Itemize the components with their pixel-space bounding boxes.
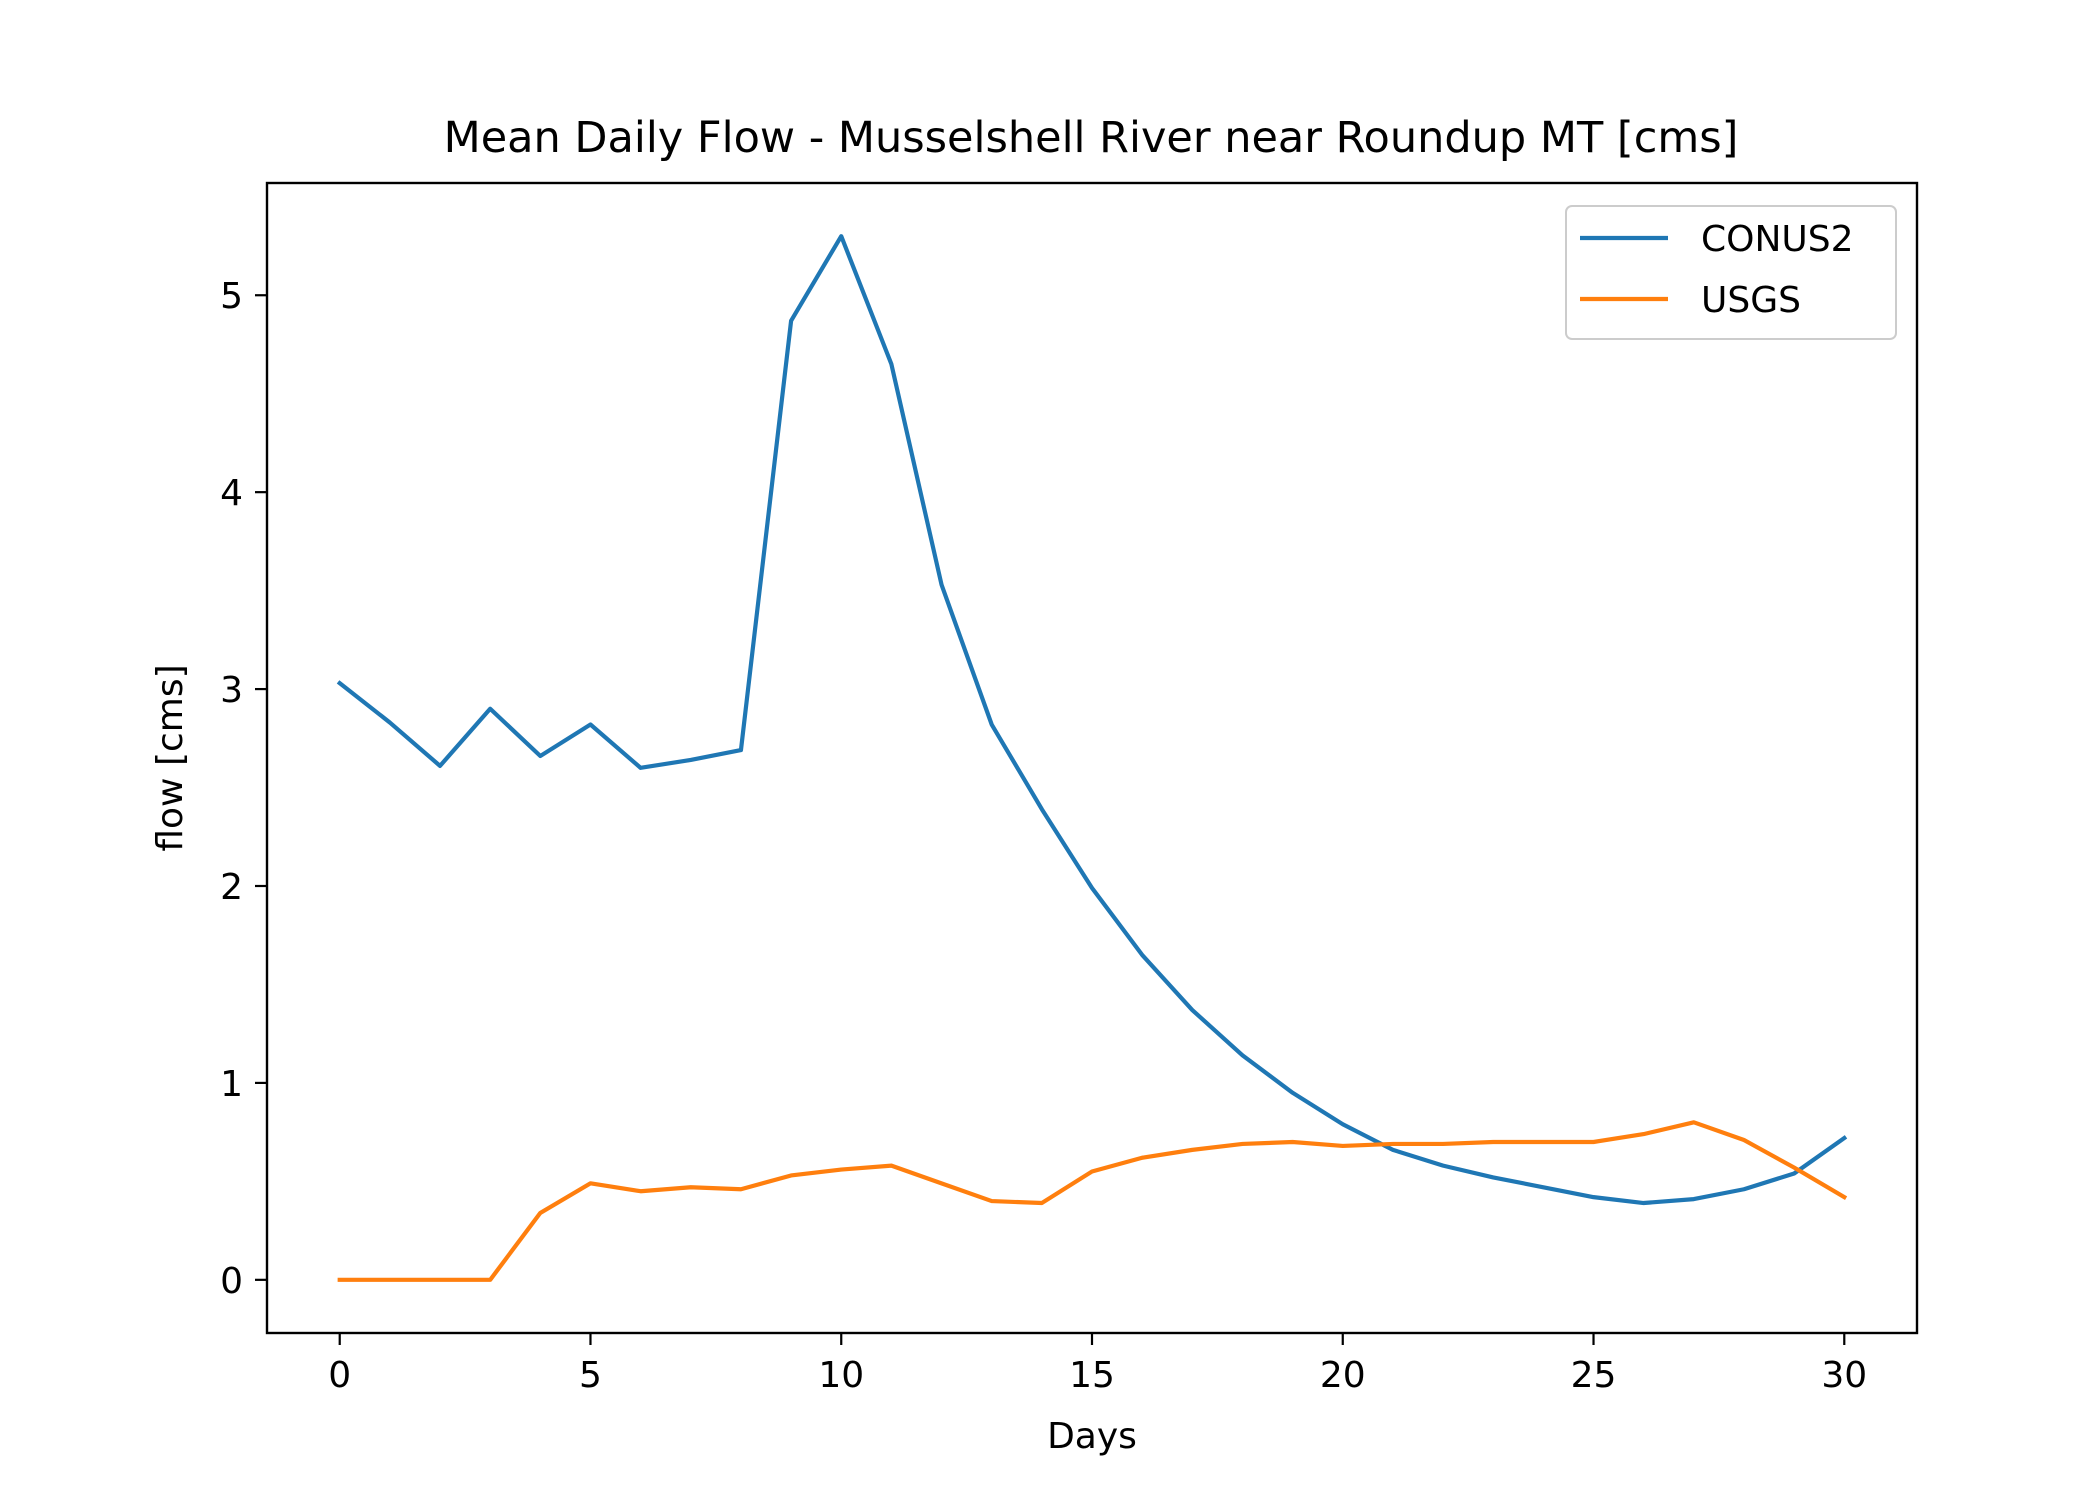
plot-area-frame — [265, 181, 1919, 1335]
x-tick-label: 25 — [1571, 1355, 1617, 1396]
legend-label-usgs: USGS — [1701, 280, 1801, 321]
y-tick-label: 2 — [220, 867, 243, 908]
x-tick-label: 30 — [1821, 1355, 1867, 1396]
y-tick-label: 3 — [220, 670, 243, 711]
x-tick-label: 10 — [818, 1355, 864, 1396]
series-line-conus2 — [336, 234, 1848, 1206]
y-tick-label: 5 — [220, 276, 243, 317]
y-tick-label: 1 — [220, 1064, 243, 1105]
y-tick-label: 0 — [220, 1261, 243, 1302]
series-line-usgs — [337, 1120, 1848, 1282]
legend: CONUS2 USGS — [1565, 205, 1897, 340]
plot-marks — [336, 234, 1848, 1282]
y-axis-label: flow [cms] — [150, 664, 191, 851]
y-axis: 0 1 2 3 4 5 — [220, 276, 267, 1302]
x-tick-label: 5 — [579, 1355, 602, 1396]
x-tick-label: 20 — [1320, 1355, 1366, 1396]
x-tick-label: 15 — [1069, 1355, 1115, 1396]
y-tick-label: 4 — [220, 473, 243, 514]
legend-label-conus2: CONUS2 — [1701, 219, 1854, 260]
x-axis-label: Days — [1047, 1416, 1137, 1457]
x-tick-label: 0 — [328, 1355, 351, 1396]
chart-title: Mean Daily Flow - Musselshell River near… — [444, 113, 1739, 163]
x-axis: 0 5 10 15 20 25 30 — [328, 1333, 1867, 1396]
